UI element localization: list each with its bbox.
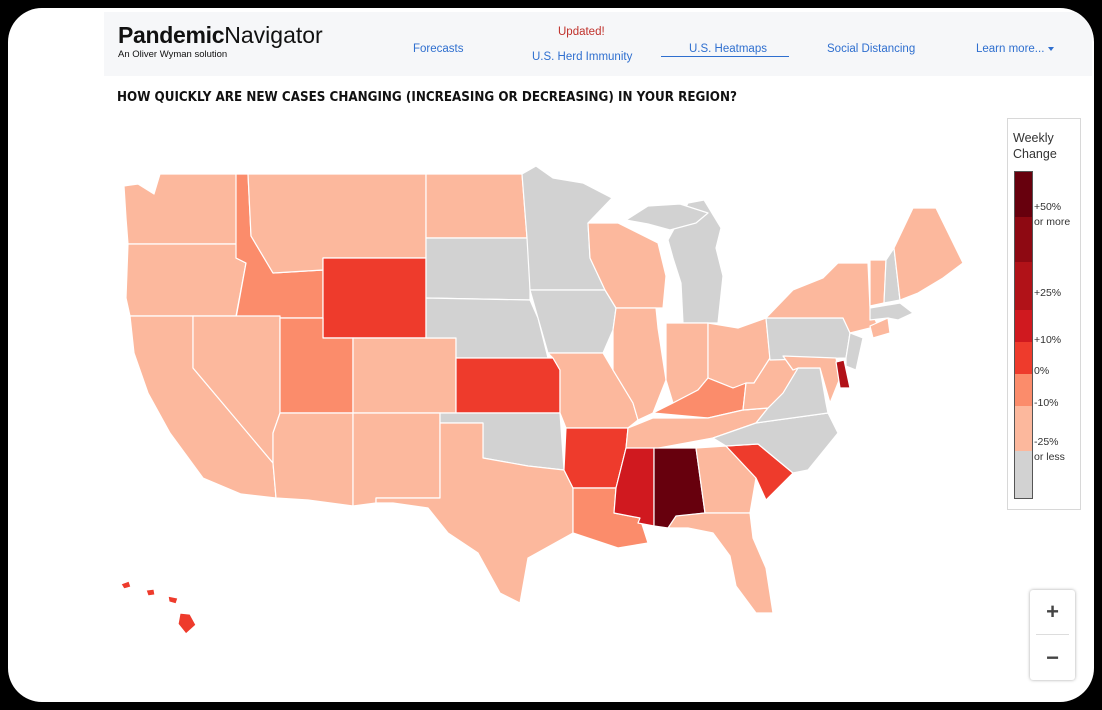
state-HI-maui[interactable] <box>167 595 179 605</box>
legend-title: Weekly Change <box>1013 130 1057 162</box>
legend-title-line1: Weekly <box>1013 131 1054 145</box>
legend-title-line2: Change <box>1013 147 1057 161</box>
legend-tick-0: 0% <box>1034 365 1050 377</box>
state-ME[interactable] <box>893 207 964 301</box>
legend-color-scale <box>1014 171 1033 499</box>
caret-down-icon <box>1048 46 1055 51</box>
legend-tick-50-sub: or more <box>1034 216 1071 228</box>
top-navigation-bar: PandemicNavigator An Oliver Wyman soluti… <box>104 12 1092 76</box>
state-MA[interactable] <box>869 302 914 321</box>
legend-swatch-25 <box>1015 262 1032 310</box>
legend-tick-25: +25% <box>1034 287 1062 299</box>
state-WY[interactable] <box>322 257 427 339</box>
active-tab-underline <box>661 56 789 57</box>
nav-forecasts[interactable]: Forecasts <box>413 43 464 55</box>
nav-social-distancing[interactable]: Social Distancing <box>827 43 916 55</box>
state-NY[interactable] <box>765 262 879 334</box>
brand-name-light: Navigator <box>224 22 323 48</box>
state-NM[interactable] <box>352 412 441 507</box>
color-legend: Weekly Change +50% or more +25% +10% 0% -… <box>1007 118 1081 510</box>
state-PA[interactable] <box>765 317 851 361</box>
state-CO[interactable] <box>352 337 457 414</box>
legend-tick-m25-sub: or less <box>1034 451 1065 463</box>
legend-swatch-m10 <box>1015 374 1032 406</box>
state-IL[interactable] <box>612 307 667 421</box>
legend-swatch-none <box>1015 451 1032 498</box>
state-WA[interactable] <box>123 173 241 245</box>
state-SD[interactable] <box>425 237 531 301</box>
nav-heatmaps[interactable]: U.S. Heatmaps <box>689 43 767 55</box>
state-KS[interactable] <box>455 357 561 414</box>
zoom-divider <box>1036 634 1069 635</box>
state-FL[interactable] <box>667 512 774 614</box>
state-DE[interactable] <box>835 359 851 389</box>
brand-name-bold: Pandemic <box>118 22 225 48</box>
state-WI[interactable] <box>587 222 667 309</box>
legend-swatch-50 <box>1015 172 1032 217</box>
state-AZ[interactable] <box>272 412 354 507</box>
legend-swatch-m25 <box>1015 406 1032 451</box>
state-MI[interactable] <box>667 199 724 324</box>
legend-tick-10: +10% <box>1034 334 1062 346</box>
brand-logo[interactable]: PandemicNavigator An Oliver Wyman soluti… <box>118 22 323 60</box>
state-ND[interactable] <box>425 173 528 239</box>
page-headline: HOW QUICKLY ARE NEW CASES CHANGING (INCR… <box>117 90 737 105</box>
state-HI-big-island[interactable] <box>177 612 197 635</box>
legend-swatch-0 <box>1015 342 1032 374</box>
nav-learn-more[interactable]: Learn more... <box>976 43 1055 55</box>
zoom-out-button[interactable]: − <box>1046 645 1059 670</box>
brand-tagline: An Oliver Wyman solution <box>118 49 228 60</box>
legend-swatch-10 <box>1015 310 1032 342</box>
app-frame: PandemicNavigator An Oliver Wyman soluti… <box>8 8 1094 702</box>
state-CT[interactable] <box>869 317 891 339</box>
zoom-control: + − <box>1030 590 1075 680</box>
zoom-in-button[interactable]: + <box>1046 599 1059 624</box>
state-TX[interactable] <box>375 422 574 604</box>
legend-tick-m25: -25% <box>1034 436 1059 448</box>
state-OR[interactable] <box>125 243 247 317</box>
state-MI-upper[interactable] <box>625 203 709 231</box>
nav-learn-more-label: Learn more... <box>976 43 1045 55</box>
state-HI-oahu[interactable] <box>145 588 156 597</box>
legend-swatch-40 <box>1015 217 1032 262</box>
nav-herd-immunity[interactable]: U.S. Herd Immunity <box>532 51 633 63</box>
us-choropleth-map[interactable] <box>8 8 1094 702</box>
state-HI-kauai[interactable] <box>120 580 132 590</box>
state-NJ[interactable] <box>845 332 864 371</box>
legend-tick-50: +50% <box>1034 201 1062 213</box>
legend-tick-m10: -10% <box>1034 397 1059 409</box>
updated-badge: Updated! <box>558 26 605 38</box>
